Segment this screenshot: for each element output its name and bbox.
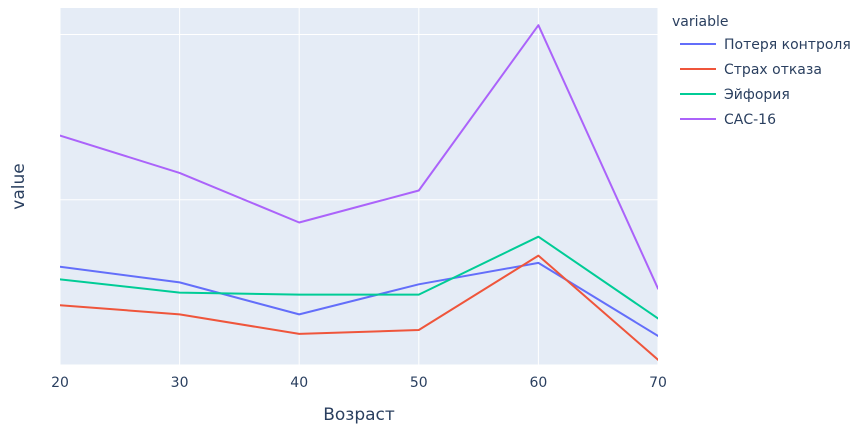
x-axis-title: Возраст bbox=[323, 405, 395, 425]
legend-title: variable bbox=[672, 14, 728, 30]
y-axis-title: value bbox=[9, 163, 29, 209]
series-line bbox=[60, 261, 658, 337]
x-tick-label: 60 bbox=[529, 375, 547, 391]
series-line bbox=[60, 24, 658, 290]
legend-label: Эйфория bbox=[724, 87, 790, 103]
legend-item[interactable]: Потеря контроля bbox=[680, 37, 851, 53]
legend-item[interactable]: Эйфория bbox=[680, 87, 790, 103]
x-tick-label: 30 bbox=[171, 375, 189, 391]
x-tick-label: 70 bbox=[649, 375, 667, 391]
legend-item[interactable]: САС-16 bbox=[680, 112, 776, 128]
x-tick-label: 20 bbox=[51, 375, 69, 391]
x-tick-label: 40 bbox=[290, 375, 308, 391]
gridlines bbox=[59, 8, 659, 366]
legend-label: Страх отказа bbox=[724, 62, 822, 78]
series-line bbox=[60, 254, 658, 361]
series-lines bbox=[60, 24, 658, 361]
legend-label: Потеря контроля bbox=[724, 37, 851, 53]
x-axis-ticks: 20 30 40 50 60 70 bbox=[51, 375, 667, 391]
series-line bbox=[60, 235, 658, 320]
legend-items[interactable]: Потеря контроля Страх отказа Эйфория САС-16 bbox=[680, 37, 851, 128]
legend[interactable]: variable Потеря контроля Страх отказа Эйфо… bbox=[672, 14, 851, 128]
legend-item[interactable]: Страх отказа bbox=[680, 62, 822, 78]
x-tick-label: 50 bbox=[410, 375, 428, 391]
legend-label: САС-16 bbox=[724, 112, 776, 128]
